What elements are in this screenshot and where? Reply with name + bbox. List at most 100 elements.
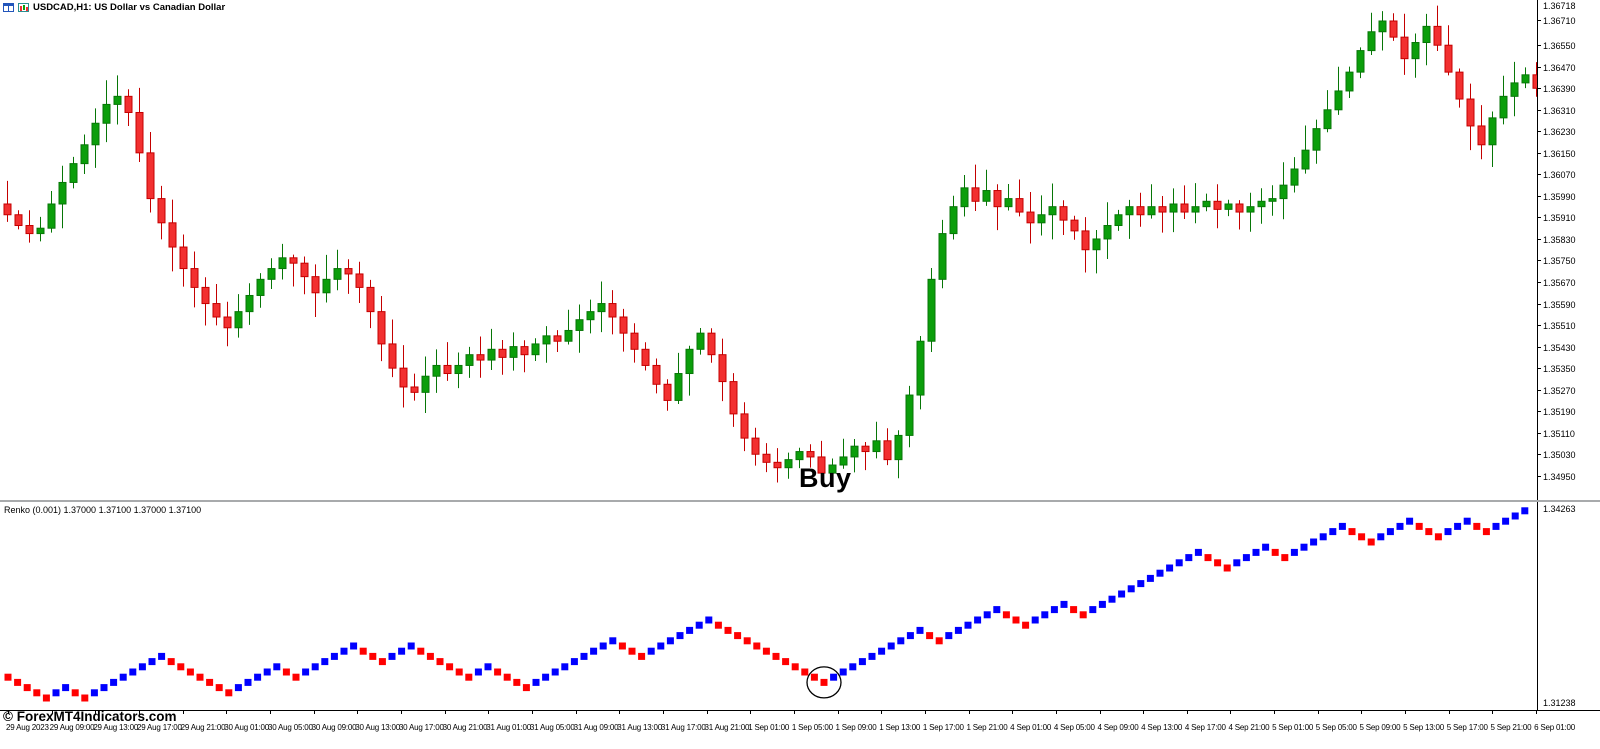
buy-text-annotation[interactable]: Buy <box>799 463 852 493</box>
time-tick-mark <box>531 711 533 714</box>
renko-up-dot <box>1146 574 1154 582</box>
bull-candle <box>1037 214 1046 224</box>
bear-candle <box>707 332 716 356</box>
bear-candle <box>300 262 309 278</box>
renko-indicator-chart[interactable] <box>0 502 1537 710</box>
bull-candle <box>1224 203 1233 210</box>
time-tick-label: 29 Aug 13:00 <box>93 723 139 732</box>
renko-up-dot <box>945 632 953 640</box>
price-tick-mark <box>1537 282 1541 284</box>
bull-candle <box>509 346 518 358</box>
bear-candle <box>1389 20 1398 38</box>
bull-candle <box>1521 74 1530 84</box>
time-tick-mark <box>51 711 53 714</box>
renko-up-dot <box>1242 554 1250 562</box>
price-tick-label: 1.35510 <box>1543 321 1576 332</box>
bull-candle <box>256 278 265 296</box>
renko-down-dot <box>926 632 934 640</box>
price-tick-label: 1.35830 <box>1543 234 1576 245</box>
renko-up-dot <box>1166 564 1174 572</box>
bear-candle <box>146 152 155 200</box>
time-tick-mark <box>269 711 271 714</box>
bull-candle <box>234 311 243 329</box>
bull-candle <box>1279 184 1288 200</box>
bear-candle <box>663 383 672 401</box>
time-tick-mark <box>357 711 359 714</box>
bull-candle <box>91 122 100 146</box>
bull-candle <box>696 332 705 350</box>
bull-candle <box>784 459 793 469</box>
renko-up-dot <box>1252 548 1260 556</box>
time-tick-label: 4 Sep 05:00 <box>1053 723 1095 732</box>
bull-candle <box>927 278 936 342</box>
bear-candle <box>971 187 980 202</box>
renko-indicator-label: Renko (0.001) 1.37000 1.37100 1.37000 1.… <box>4 505 202 515</box>
renko-down-dot <box>167 658 175 666</box>
renko-up-dot <box>609 637 617 645</box>
bear-candle <box>762 453 771 463</box>
bull-candle <box>531 343 540 356</box>
renko-up-dot <box>1108 595 1116 603</box>
bull-candle <box>47 203 56 229</box>
bull-candle <box>421 375 430 393</box>
renko-down-dot <box>23 684 31 692</box>
bear-candle <box>608 303 617 318</box>
bull-candle <box>1301 149 1310 170</box>
bull-candle <box>1488 117 1497 146</box>
renko-up-dot <box>657 642 665 650</box>
time-tick-label: 30 Aug 05:00 <box>267 723 313 732</box>
renko-down-dot <box>513 678 521 686</box>
price-axis[interactable]: 1.36718 1.34263 1.31238 1.36710 1.36550 1.… <box>1537 0 1600 749</box>
time-tick-label: 5 Sep 21:00 <box>1490 723 1532 732</box>
bear-candle <box>718 354 727 383</box>
panel-splitter[interactable] <box>0 500 1600 502</box>
bear-candle <box>1070 219 1079 232</box>
price-tick-label: 1.35750 <box>1543 256 1576 267</box>
price-tick-label: 1.36230 <box>1543 127 1576 138</box>
bear-candle <box>641 348 650 366</box>
time-tick-label: 31 Aug 05:00 <box>529 723 575 732</box>
renko-down-dot <box>1002 611 1010 619</box>
bull-candle <box>1125 206 1134 216</box>
time-tick-mark <box>837 711 839 714</box>
time-axis[interactable]: 29 Aug 2023 29 Aug 09:00 29 Aug 13:00 29 Au… <box>0 710 1600 749</box>
circle-annotation[interactable] <box>806 666 842 699</box>
time-tick-label: 5 Sep 13:00 <box>1403 723 1445 732</box>
bear-candle <box>212 303 221 318</box>
renko-up-dot <box>1454 522 1462 530</box>
price-tick-mark <box>1537 217 1541 219</box>
time-tick-label: 29 Aug 2023 <box>6 723 49 732</box>
bull-candle <box>1345 71 1354 92</box>
time-tick-label: 4 Sep 13:00 <box>1141 723 1183 732</box>
renko-scale-max-label: 1.34263 <box>1543 504 1576 514</box>
price-tick-label: 1.35110 <box>1543 428 1575 439</box>
renko-down-dot <box>1012 616 1020 624</box>
renko-down-dot <box>1070 606 1078 614</box>
time-tick-mark <box>1055 711 1057 714</box>
renko-down-dot <box>196 673 204 681</box>
time-tick-mark <box>1186 711 1188 714</box>
renko-down-dot <box>215 684 223 692</box>
time-tick-label: 30 Aug 21:00 <box>442 723 488 732</box>
chart-header: USDCAD,H1: US Dollar vs Canadian Dollar <box>3 1 225 14</box>
time-tick-label: 4 Sep 09:00 <box>1097 723 1139 732</box>
price-tick-label: 1.36150 <box>1543 148 1576 159</box>
bull-candle <box>1510 82 1519 97</box>
renko-up-dot <box>474 668 482 676</box>
renko-down-dot <box>935 637 943 645</box>
price-tick-mark <box>1537 238 1541 240</box>
bear-candle <box>729 381 738 415</box>
bear-candle <box>14 214 23 227</box>
renko-up-dot <box>407 642 415 650</box>
time-tick-mark <box>1317 711 1319 714</box>
main-price-chart[interactable] <box>0 0 1537 501</box>
renko-down-dot <box>369 652 377 660</box>
renko-up-dot <box>273 663 281 671</box>
bull-candle <box>333 268 342 280</box>
price-tick-label: 1.36470 <box>1543 62 1576 73</box>
bull-candle <box>69 163 78 183</box>
bear-candle <box>619 316 628 334</box>
renko-up-dot <box>570 658 578 666</box>
time-tick-label: 4 Sep 01:00 <box>1010 723 1052 732</box>
bear-candle <box>388 343 397 369</box>
